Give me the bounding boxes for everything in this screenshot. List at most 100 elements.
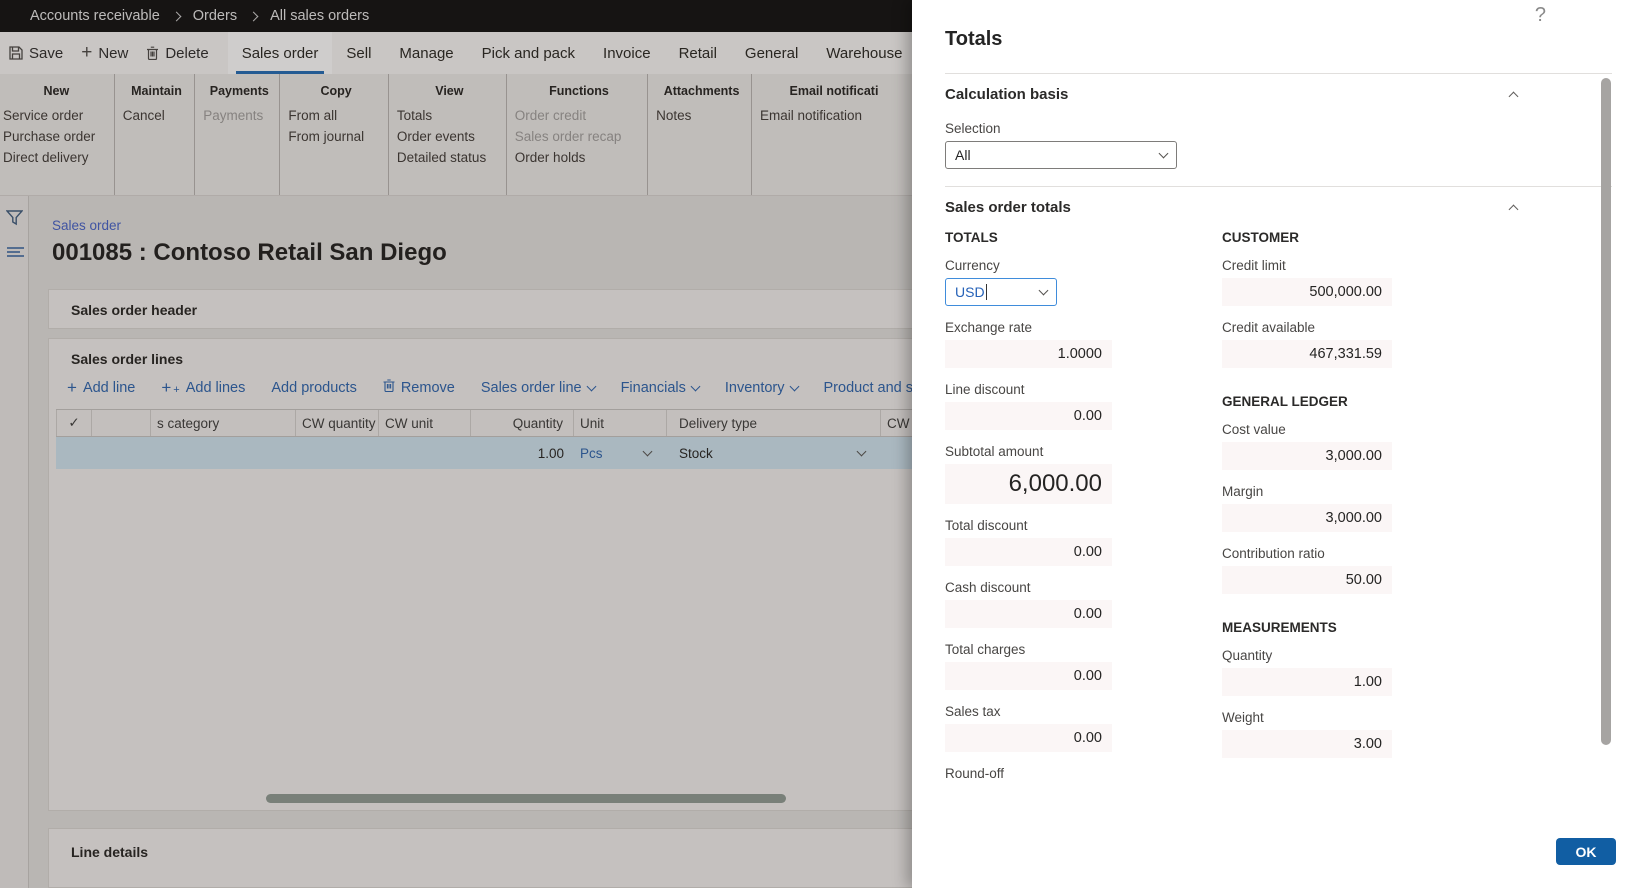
tab-sales-order[interactable]: Sales order: [227, 32, 333, 74]
financials-menu[interactable]: Financials: [620, 379, 701, 396]
inventory-menu[interactable]: Inventory: [725, 380, 799, 396]
ribbon-item-from-journal[interactable]: From journal: [288, 129, 365, 144]
ribbon-group-title: View: [435, 84, 464, 98]
ribbon-item-payments: Payments: [203, 108, 264, 123]
panel-title: Totals: [945, 28, 1003, 50]
grid-column-cw-d[interactable]: CW d: [881, 410, 912, 436]
tab-warehouse[interactable]: Warehouse: [826, 44, 903, 62]
ribbon-group-title: Attachments: [663, 84, 740, 98]
ribbon-group-copy: Copy From all From journal: [280, 74, 389, 195]
field-label: Total discount: [945, 518, 1028, 533]
field-subtotal-amount: Subtotal amount 6,000.00: [945, 444, 1112, 504]
field-credit-limit: Credit limit 500,000.00: [1222, 258, 1392, 306]
add-lines-button[interactable]: + + Add lines: [161, 379, 245, 396]
table-row-selected[interactable]: 1.00 Pcs Stock: [56, 437, 912, 469]
grid-column-cw-quantity[interactable]: CW quantity: [296, 410, 379, 436]
tab-invoice[interactable]: Invoice: [603, 44, 651, 62]
line-details-section[interactable]: Line details: [48, 828, 912, 888]
remove-button[interactable]: Remove: [383, 379, 455, 396]
field-label: Currency: [945, 258, 1000, 273]
ribbon-item-service-order[interactable]: Service order: [3, 108, 84, 123]
tab-general[interactable]: General: [744, 44, 799, 62]
text-cursor: [985, 284, 987, 300]
tab-retail[interactable]: Retail: [678, 44, 717, 62]
selection-dropdown[interactable]: All: [945, 141, 1177, 169]
product-and-supply-menu[interactable]: Product and su: [824, 380, 912, 396]
grid-column-quantity[interactable]: Quantity: [471, 410, 574, 436]
sales-order-totals-section-header[interactable]: Sales order totals: [945, 199, 1519, 216]
grid-column-sales-category[interactable]: s category: [151, 410, 296, 436]
filter-icon[interactable]: [5, 210, 28, 231]
help-icon[interactable]: ?: [1534, 4, 1546, 26]
field-total-discount: Total discount 0.00: [945, 518, 1112, 566]
field-cost-value: Cost value 3,000.00: [1222, 422, 1392, 470]
sales-order-line-menu[interactable]: Sales order line: [481, 380, 597, 396]
row-quantity-cell[interactable]: 1.00: [537, 445, 564, 461]
row-delivery-type-cell[interactable]: Stock: [667, 437, 881, 469]
grid-column-cw-unit[interactable]: CW unit: [379, 410, 471, 436]
unit-link[interactable]: Pcs: [580, 445, 603, 461]
ribbon-item-sales-order-recap: Sales order recap: [514, 129, 622, 144]
sales-order-header-section[interactable]: Sales order header: [48, 289, 912, 329]
delete-button[interactable]: Delete: [137, 32, 217, 74]
chevron-up-icon[interactable]: [1508, 204, 1519, 215]
grid-column-unit[interactable]: Unit: [574, 410, 667, 436]
breadcrumb-item-orders[interactable]: Orders: [192, 8, 238, 24]
ribbon-item-from-all[interactable]: From all: [288, 108, 338, 123]
breadcrumb-item-accounts-receivable[interactable]: Accounts receivable: [30, 8, 160, 24]
ribbon-item-cancel[interactable]: Cancel: [122, 108, 165, 123]
section-label: Line details: [71, 844, 149, 860]
page-caption-link[interactable]: Sales order: [52, 218, 122, 233]
grid-column-delivery-type[interactable]: Delivery type: [667, 410, 881, 436]
field-line-discount: Line discount 0.00: [945, 382, 1112, 430]
currency-dropdown[interactable]: USD: [945, 278, 1057, 306]
field-sales-tax: Sales tax 0.00: [945, 704, 1112, 752]
field-label: Total charges: [945, 642, 1026, 657]
ribbon-group-title: Maintain: [131, 84, 182, 98]
panel-footer: OK: [912, 790, 1634, 888]
field-label: Quantity: [1222, 648, 1273, 663]
field-label: Weight: [1222, 710, 1264, 725]
general-ledger-heading: GENERAL LEDGER: [1222, 394, 1348, 409]
calculation-basis-section-header[interactable]: Calculation basis: [945, 86, 1519, 103]
field-label: Credit available: [1222, 320, 1316, 335]
ribbon-item-order-holds[interactable]: Order holds: [514, 150, 586, 165]
page-content: Sales order 001085 : Contoso Retail San …: [29, 196, 912, 888]
ribbon-item-totals[interactable]: Totals: [396, 108, 433, 123]
ribbon-group-maintain: Maintain Cancel: [115, 74, 196, 195]
add-line-button[interactable]: + Add line: [67, 379, 135, 396]
vertical-scrollbar[interactable]: [1601, 78, 1611, 745]
tab-manage[interactable]: Manage: [399, 44, 454, 62]
tab-sell[interactable]: Sell: [346, 44, 372, 62]
measurements-heading: MEASUREMENTS: [1222, 620, 1337, 635]
ribbon-group-title: Copy: [320, 84, 352, 98]
field-label: Sales tax: [945, 704, 1001, 719]
save-button[interactable]: Save: [0, 32, 72, 74]
ribbon-item-email-notification[interactable]: Email notification: [759, 108, 863, 123]
field-value: 50.00: [1222, 566, 1392, 594]
ribbon-group-title: Functions: [549, 84, 609, 98]
customer-heading: CUSTOMER: [1222, 230, 1300, 245]
breadcrumb-item-all-sales-orders[interactable]: All sales orders: [270, 8, 370, 24]
chevron-up-icon[interactable]: [1508, 91, 1519, 102]
ribbon-item-detailed-status[interactable]: Detailed status: [396, 150, 487, 165]
select-all-checkbox[interactable]: ✓: [56, 410, 92, 436]
tab-pick-and-pack[interactable]: Pick and pack: [481, 44, 576, 62]
field-currency: Currency USD: [945, 258, 1112, 306]
row-unit-cell[interactable]: Pcs: [574, 437, 667, 469]
ok-button[interactable]: OK: [1556, 838, 1616, 865]
ribbon-item-direct-delivery[interactable]: Direct delivery: [3, 150, 89, 165]
field-quantity: Quantity 1.00: [1222, 648, 1392, 696]
ribbon-item-notes[interactable]: Notes: [656, 108, 692, 123]
horizontal-scrollbar[interactable]: [266, 794, 786, 803]
task-list-icon[interactable]: [6, 245, 28, 263]
ribbon-item-order-events[interactable]: Order events: [396, 129, 475, 144]
field-value: 0.00: [945, 662, 1112, 690]
add-products-button[interactable]: Add products: [271, 380, 356, 396]
ribbon-item-purchase-order[interactable]: Purchase order: [3, 129, 96, 144]
field-label: Exchange rate: [945, 320, 1033, 335]
field-round-off-label: Round-off: [945, 766, 1005, 781]
new-button[interactable]: + New: [72, 32, 137, 74]
financials-label: Financials: [620, 379, 686, 396]
field-value: 6,000.00: [945, 464, 1112, 504]
